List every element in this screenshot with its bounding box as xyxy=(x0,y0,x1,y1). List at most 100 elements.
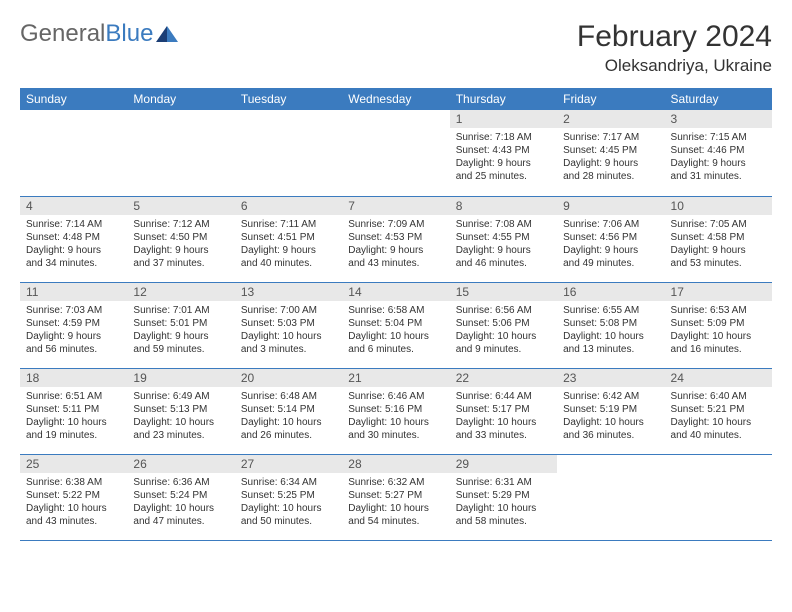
sunrise-line: Sunrise: 6:46 AM xyxy=(348,390,443,403)
daylight-line-1: Daylight: 9 hours xyxy=(456,244,551,257)
sunset-line: Sunset: 5:01 PM xyxy=(133,317,228,330)
day-header-row: Sunday Monday Tuesday Wednesday Thursday… xyxy=(20,88,772,110)
daylight-line-1: Daylight: 9 hours xyxy=(133,244,228,257)
calendar-day-cell: . xyxy=(665,454,772,540)
calendar-day-cell: . xyxy=(20,110,127,196)
day-number: 13 xyxy=(235,283,342,301)
day-number: 1 xyxy=(450,110,557,128)
day-number: 8 xyxy=(450,197,557,215)
daylight-line-2: and 40 minutes. xyxy=(241,257,336,270)
calendar-day-cell: 8 Sunrise: 7:08 AMSunset: 4:55 PMDaylight… xyxy=(450,196,557,282)
page-header: GeneralBlue February 2024 Oleksandriya, … xyxy=(20,20,772,76)
logo-triangle-icon xyxy=(156,26,178,42)
day-details: Sunrise: 7:17 AMSunset: 4:45 PMDaylight:… xyxy=(557,128,664,187)
calendar-day-cell: 16Sunrise: 6:55 AMSunset: 5:08 PMDayligh… xyxy=(557,282,664,368)
calendar-day-cell: . xyxy=(127,110,234,196)
calendar-day-cell: 10Sunrise: 7:05 AMSunset: 4:58 PMDayligh… xyxy=(665,196,772,282)
day-details: Sunrise: 6:31 AMSunset: 5:29 PMDaylight:… xyxy=(450,473,557,532)
calendar-day-cell: 27Sunrise: 6:34 AMSunset: 5:25 PMDayligh… xyxy=(235,454,342,540)
sunset-line: Sunset: 5:06 PM xyxy=(456,317,551,330)
sunrise-line: Sunrise: 6:56 AM xyxy=(456,304,551,317)
day-details: Sunrise: 7:05 AMSunset: 4:58 PMDaylight:… xyxy=(665,215,772,274)
sunrise-line: Sunrise: 7:08 AM xyxy=(456,218,551,231)
sunset-line: Sunset: 5:16 PM xyxy=(348,403,443,416)
daylight-line-2: and 59 minutes. xyxy=(133,343,228,356)
daylight-line-2: and 6 minutes. xyxy=(348,343,443,356)
daylight-line-2: and 50 minutes. xyxy=(241,515,336,528)
calendar-week-row: 11Sunrise: 7:03 AMSunset: 4:59 PMDayligh… xyxy=(20,282,772,368)
sunrise-line: Sunrise: 7:01 AM xyxy=(133,304,228,317)
calendar-week-row: ....1Sunrise: 7:18 AMSunset: 4:43 PMDayl… xyxy=(20,110,772,196)
daylight-line-2: and 30 minutes. xyxy=(348,429,443,442)
day-number: 18 xyxy=(20,369,127,387)
day-number: 16 xyxy=(557,283,664,301)
sunrise-line: Sunrise: 6:36 AM xyxy=(133,476,228,489)
day-number: 20 xyxy=(235,369,342,387)
sunset-line: Sunset: 4:58 PM xyxy=(671,231,766,244)
sunset-line: Sunset: 5:24 PM xyxy=(133,489,228,502)
sunset-line: Sunset: 4:55 PM xyxy=(456,231,551,244)
sunrise-line: Sunrise: 6:48 AM xyxy=(241,390,336,403)
day-number: 14 xyxy=(342,283,449,301)
calendar-day-cell: 9Sunrise: 7:06 AMSunset: 4:56 PMDaylight… xyxy=(557,196,664,282)
calendar-day-cell: 29Sunrise: 6:31 AMSunset: 5:29 PMDayligh… xyxy=(450,454,557,540)
sunrise-line: Sunrise: 7:15 AM xyxy=(671,131,766,144)
sunset-line: Sunset: 5:21 PM xyxy=(671,403,766,416)
sunrise-line: Sunrise: 6:42 AM xyxy=(563,390,658,403)
sunrise-line: Sunrise: 6:58 AM xyxy=(348,304,443,317)
calendar-day-cell: 12Sunrise: 7:01 AMSunset: 5:01 PMDayligh… xyxy=(127,282,234,368)
daylight-line-2: and 34 minutes. xyxy=(26,257,121,270)
daylight-line-1: Daylight: 9 hours xyxy=(348,244,443,257)
day-details: Sunrise: 7:03 AMSunset: 4:59 PMDaylight:… xyxy=(20,301,127,360)
calendar-day-cell: 24Sunrise: 6:40 AMSunset: 5:21 PMDayligh… xyxy=(665,368,772,454)
day-details: Sunrise: 6:38 AMSunset: 5:22 PMDaylight:… xyxy=(20,473,127,532)
sunrise-line: Sunrise: 6:34 AM xyxy=(241,476,336,489)
daylight-line-2: and 49 minutes. xyxy=(563,257,658,270)
daylight-line-2: and 56 minutes. xyxy=(26,343,121,356)
sunrise-line: Sunrise: 7:18 AM xyxy=(456,131,551,144)
day-details: Sunrise: 6:46 AMSunset: 5:16 PMDaylight:… xyxy=(342,387,449,446)
sunrise-line: Sunrise: 7:05 AM xyxy=(671,218,766,231)
daylight-line-1: Daylight: 9 hours xyxy=(26,244,121,257)
sunrise-line: Sunrise: 6:53 AM xyxy=(671,304,766,317)
day-details: Sunrise: 7:12 AMSunset: 4:50 PMDaylight:… xyxy=(127,215,234,274)
daylight-line-2: and 16 minutes. xyxy=(671,343,766,356)
calendar-day-cell: 22Sunrise: 6:44 AMSunset: 5:17 PMDayligh… xyxy=(450,368,557,454)
daylight-line-1: Daylight: 10 hours xyxy=(456,330,551,343)
day-number: 10 xyxy=(665,197,772,215)
day-details: Sunrise: 7:15 AMSunset: 4:46 PMDaylight:… xyxy=(665,128,772,187)
day-number: 3 xyxy=(665,110,772,128)
day-number: 12 xyxy=(127,283,234,301)
day-number: 27 xyxy=(235,455,342,473)
daylight-line-2: and 46 minutes. xyxy=(456,257,551,270)
day-number: 29 xyxy=(450,455,557,473)
daylight-line-2: and 25 minutes. xyxy=(456,170,551,183)
sunrise-line: Sunrise: 7:09 AM xyxy=(348,218,443,231)
calendar-day-cell: 23Sunrise: 6:42 AMSunset: 5:19 PMDayligh… xyxy=(557,368,664,454)
day-details: Sunrise: 7:09 AMSunset: 4:53 PMDaylight:… xyxy=(342,215,449,274)
calendar-day-cell: 5Sunrise: 7:12 AMSunset: 4:50 PMDaylight… xyxy=(127,196,234,282)
day-header: Thursday xyxy=(450,88,557,110)
day-details: Sunrise: 6:40 AMSunset: 5:21 PMDaylight:… xyxy=(665,387,772,446)
daylight-line-1: Daylight: 10 hours xyxy=(563,416,658,429)
day-number: 15 xyxy=(450,283,557,301)
daylight-line-2: and 19 minutes. xyxy=(26,429,121,442)
calendar-body: .... 1Sunrise: 7:18 AMSunset: 4:43 PMDayl… xyxy=(20,110,772,540)
day-number: 5 xyxy=(127,197,234,215)
day-details: Sunrise: 6:56 AMSunset: 5:06 PMDaylight:… xyxy=(450,301,557,360)
logo-text-2: Blue xyxy=(105,20,153,48)
sunset-line: Sunset: 5:11 PM xyxy=(26,403,121,416)
day-details: Sunrise: 7:18 AMSunset: 4:43 PMDaylight:… xyxy=(450,128,557,187)
daylight-line-1: Daylight: 9 hours xyxy=(241,244,336,257)
daylight-line-1: Daylight: 10 hours xyxy=(456,502,551,515)
daylight-line-2: and 40 minutes. xyxy=(671,429,766,442)
sunset-line: Sunset: 5:17 PM xyxy=(456,403,551,416)
sunset-line: Sunset: 5:27 PM xyxy=(348,489,443,502)
day-number: 4 xyxy=(20,197,127,215)
day-details: Sunrise: 7:14 AMSunset: 4:48 PMDaylight:… xyxy=(20,215,127,274)
sunset-line: Sunset: 4:50 PM xyxy=(133,231,228,244)
daylight-line-1: Daylight: 10 hours xyxy=(348,502,443,515)
calendar-day-cell: . xyxy=(557,454,664,540)
sunrise-line: Sunrise: 6:32 AM xyxy=(348,476,443,489)
daylight-line-1: Daylight: 9 hours xyxy=(26,330,121,343)
